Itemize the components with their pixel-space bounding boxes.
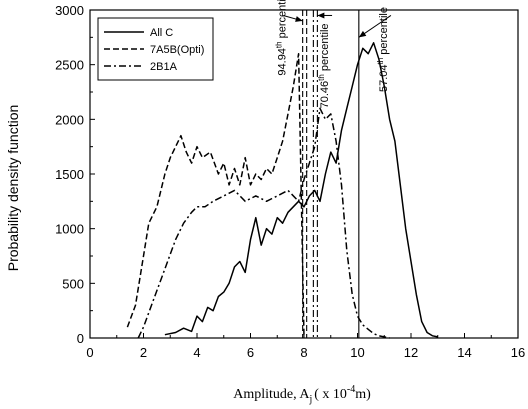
- legend: All C 7A5B(Opti) 2B1A: [97, 17, 214, 81]
- y-tick-label: 500: [62, 276, 84, 291]
- percentile-label: 70.46th percentile: [317, 23, 331, 108]
- series-lines: [126, 42, 438, 339]
- x-tick-label: 4: [193, 345, 200, 360]
- legend-label: 7A5B(Opti): [150, 44, 204, 56]
- y-tick-label: 3000: [55, 3, 84, 18]
- x-axis: 0 2 4 6 8 10 12 14 16: [86, 333, 525, 360]
- series-line: [126, 52, 305, 339]
- arrow-head: [358, 30, 367, 38]
- y-tick-label: 1000: [55, 222, 84, 237]
- x-tick-label: 0: [86, 345, 93, 360]
- x-tick-label: 8: [300, 345, 307, 360]
- percentile-annotations: 94.94th percentile 70.46th percentile 57.0…: [274, 0, 392, 108]
- percentile-lines: [302, 10, 360, 338]
- arrow-head: [317, 12, 325, 19]
- series-line: [137, 107, 390, 339]
- x-tick-label: 10: [350, 345, 364, 360]
- y-tick-label: 0: [77, 331, 84, 346]
- x-tick-label: 6: [247, 345, 254, 360]
- legend-label: 2B1A: [150, 61, 178, 73]
- x-tick-label: 2: [140, 345, 147, 360]
- y-axis-title: Probability density function: [5, 105, 21, 272]
- y-tick-label: 2500: [55, 58, 84, 73]
- y-tick-label: 1500: [55, 167, 84, 182]
- legend-label: All C: [150, 27, 173, 39]
- percentile-label: 94.94th percentile: [274, 0, 288, 76]
- arrow-head: [295, 16, 303, 22]
- y-axis: 0 500 1000 1500 2000 2500 3000: [55, 3, 95, 346]
- x-axis-title: Amplitude, Aj( x 10-4m): [233, 384, 371, 405]
- percentile-label: 57.04th percentile: [376, 7, 390, 92]
- x-tick-label: 12: [404, 345, 418, 360]
- series-line: [164, 42, 438, 338]
- x-tick-label: 14: [457, 345, 471, 360]
- x-tick-label: 16: [511, 345, 525, 360]
- y-tick-label: 2000: [55, 112, 84, 127]
